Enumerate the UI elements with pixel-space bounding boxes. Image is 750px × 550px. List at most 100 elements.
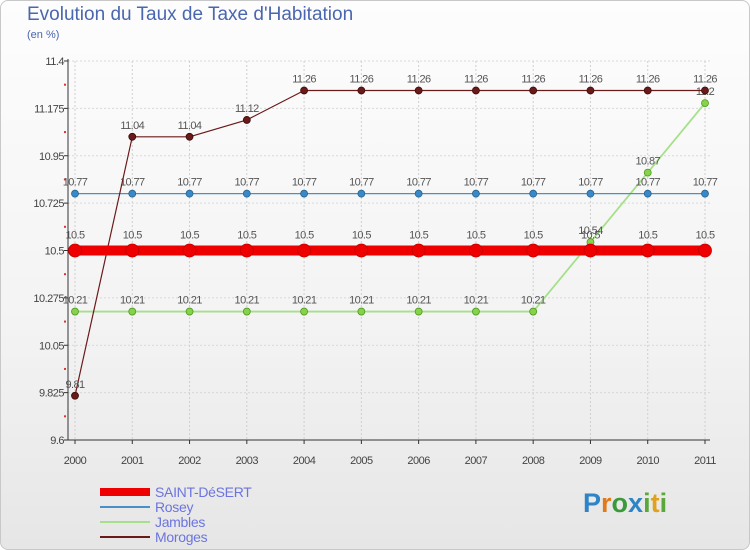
data-label: 10.5 <box>524 230 543 242</box>
data-point <box>643 86 652 95</box>
data-label: 10.21 <box>406 295 431 307</box>
data-point <box>300 307 308 316</box>
legend-swatch <box>100 536 150 538</box>
x-tick-label: 2009 <box>579 455 602 467</box>
x-tick-label: 2005 <box>350 455 373 467</box>
data-point <box>185 132 194 141</box>
data-point <box>185 307 194 316</box>
data-label: 11.26 <box>579 73 603 85</box>
x-tick-label: 2003 <box>236 455 259 467</box>
data-label: 11.26 <box>292 73 316 85</box>
data-point <box>643 168 652 177</box>
proxiti-logo: Proxiti <box>583 488 667 519</box>
data-point <box>472 307 480 316</box>
data-point <box>297 243 311 258</box>
y-tick-label: 10.95 <box>39 151 64 163</box>
data-point <box>414 189 423 198</box>
data-label: 10.5 <box>695 230 714 242</box>
data-label: 11.26 <box>693 73 717 85</box>
series-saint-désert: 10.5 10.5 10.5 10.5 10.5 10.5 10.5 10.5 10.5 10.5… <box>65 230 716 258</box>
legend-swatch <box>100 521 150 523</box>
logo-letter: i <box>659 488 668 518</box>
data-label: 10.21 <box>63 295 88 307</box>
data-label: 11.12 <box>235 103 259 115</box>
legend-swatch <box>100 506 150 508</box>
legend-label: Moroges <box>155 529 208 545</box>
data-label: 10.77 <box>635 177 660 189</box>
data-point <box>128 132 137 141</box>
data-label: 10.5 <box>180 230 199 242</box>
x-tick-label: 2000 <box>64 455 87 467</box>
data-point <box>586 86 595 95</box>
data-point <box>586 189 595 198</box>
data-point <box>71 189 79 198</box>
data-label: 10.77 <box>693 177 718 189</box>
data-label: 10.21 <box>521 295 546 307</box>
series-line <box>74 89 705 396</box>
data-point <box>242 307 251 316</box>
logo-letter: i <box>643 488 651 518</box>
x-tick-label: 2010 <box>636 455 659 467</box>
data-point <box>640 243 655 258</box>
data-label: 10.77 <box>120 177 145 189</box>
data-point <box>701 86 709 95</box>
data-point <box>357 189 366 198</box>
data-label: 10.5 <box>295 230 314 242</box>
data-point <box>300 189 308 198</box>
logo-letter: P <box>583 488 602 518</box>
data-label: 10.5 <box>581 230 600 242</box>
data-label: 10.77 <box>521 177 546 189</box>
data-label: 11.26 <box>521 73 545 85</box>
data-point <box>71 391 79 400</box>
y-tick-label: 10.05 <box>39 340 64 352</box>
data-label: 10.87 <box>635 156 660 168</box>
data-label: 10.21 <box>235 295 260 307</box>
data-label: 10.21 <box>120 295 145 307</box>
data-label: 10.21 <box>464 295 489 307</box>
logo-letter: o <box>611 488 629 518</box>
data-point <box>357 307 366 316</box>
data-point <box>583 243 598 258</box>
logo-letter: r <box>601 488 612 518</box>
data-point <box>357 86 366 95</box>
data-point <box>529 86 538 95</box>
data-label: 11.04 <box>178 120 202 132</box>
data-label: 10.5 <box>409 230 428 242</box>
y-tick-label: 11.4 <box>45 56 64 68</box>
x-tick-label: 2001 <box>121 455 144 467</box>
data-point <box>701 99 709 108</box>
data-label: 11.26 <box>636 73 660 85</box>
data-label: 10.5 <box>237 230 256 242</box>
data-label: 10.5 <box>466 230 485 242</box>
data-point <box>68 243 82 258</box>
data-point <box>529 307 538 316</box>
data-point <box>239 243 254 258</box>
x-tick-label: 2006 <box>407 455 430 467</box>
data-label: 10.21 <box>349 295 374 307</box>
legend-swatch <box>100 488 150 496</box>
data-label: 11.26 <box>407 73 431 85</box>
y-tick-label: 10.275 <box>33 293 64 305</box>
data-label: 10.5 <box>352 230 371 242</box>
data-label: 10.77 <box>406 177 431 189</box>
data-label: 10.21 <box>292 295 317 307</box>
data-point <box>529 189 538 198</box>
data-point <box>128 189 137 198</box>
y-tick-label: 11.175 <box>34 103 64 115</box>
data-point <box>472 189 480 198</box>
data-point <box>526 243 541 258</box>
data-label: 10.77 <box>578 177 603 189</box>
data-label: 11.26 <box>350 73 374 85</box>
x-tick-label: 2011 <box>694 455 716 467</box>
logo-letter: t <box>650 488 660 518</box>
data-label: 10.77 <box>292 177 317 189</box>
data-label: 10.54 <box>578 225 603 237</box>
legend-label: Jambles <box>155 514 206 530</box>
chart-subtitle: (en %) <box>27 29 60 41</box>
data-point <box>185 189 194 198</box>
data-point <box>71 307 79 316</box>
data-label: 11.04 <box>120 120 144 132</box>
